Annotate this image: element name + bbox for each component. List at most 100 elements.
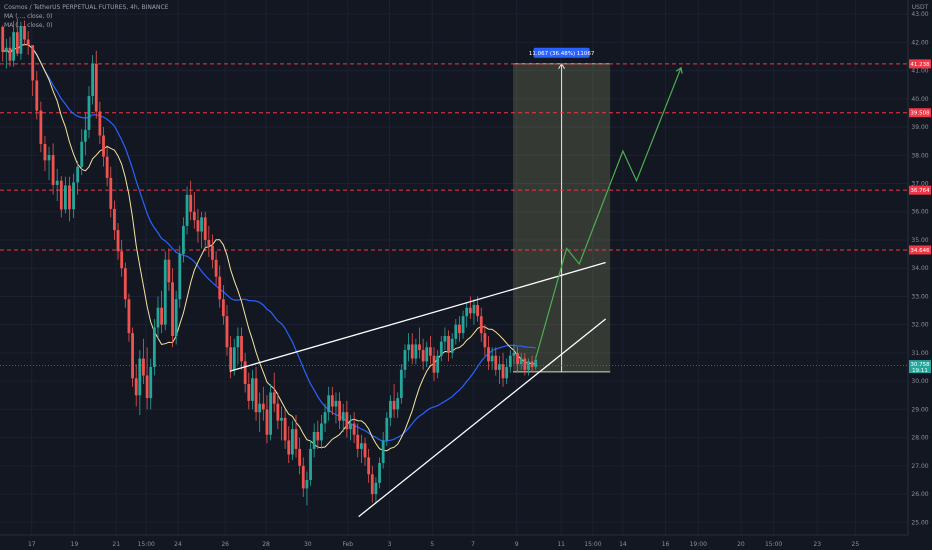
y-tick-label: 39.00 xyxy=(911,124,928,131)
level-price-tag xyxy=(909,245,931,255)
projection-arrow-head xyxy=(675,66,683,74)
candle-body xyxy=(145,375,149,399)
x-tick-label: 15:00 xyxy=(765,541,782,548)
candle-body xyxy=(43,143,47,161)
candle-body xyxy=(269,392,272,435)
level-price-tag xyxy=(909,108,931,118)
candle-body xyxy=(454,324,458,339)
candle-body xyxy=(316,431,320,441)
candle-body xyxy=(72,182,75,210)
candle-body xyxy=(330,395,334,407)
candle-body xyxy=(218,276,222,300)
candle-body xyxy=(465,307,469,317)
ma-slow-line xyxy=(2,44,536,442)
candle-body xyxy=(31,45,35,81)
y-tick-label: 36.00 xyxy=(911,209,928,216)
candle-body xyxy=(428,347,432,356)
x-tick-label: 23 xyxy=(813,541,821,548)
candle-body xyxy=(113,208,116,231)
candle-body xyxy=(392,400,396,410)
y-tick-label: 30.00 xyxy=(911,378,928,385)
y-tick-label: 28.00 xyxy=(911,435,928,442)
candle-body xyxy=(200,217,203,232)
x-tick-label: 14 xyxy=(619,541,627,548)
candle-body xyxy=(276,403,280,421)
candle-body xyxy=(149,367,153,399)
candle-body xyxy=(123,268,127,300)
candle-body xyxy=(87,95,91,130)
candle-body xyxy=(519,358,523,365)
candle-body xyxy=(414,344,418,359)
measure-label: 11.067 (36.48%) 11067 xyxy=(529,51,595,57)
x-tick-label: 15:00 xyxy=(584,541,601,548)
x-tick-label: 11 xyxy=(557,541,565,548)
candle-body xyxy=(160,307,164,325)
candle-body xyxy=(425,347,429,362)
y-tick-label: 35.00 xyxy=(911,237,928,244)
x-tick-label: 19:00 xyxy=(690,541,707,548)
candle-body xyxy=(527,361,530,370)
candle-body xyxy=(265,409,269,435)
candle-body xyxy=(327,395,331,413)
y-tick-label: 42.00 xyxy=(911,39,928,46)
candle-body xyxy=(396,398,400,410)
y-tick-label: 38.00 xyxy=(911,152,928,159)
y-tick-label: 37.00 xyxy=(911,181,928,188)
price-axis-panel xyxy=(908,0,932,550)
candle-body xyxy=(211,245,214,260)
candle-body xyxy=(439,341,443,356)
candle-body xyxy=(23,26,26,40)
level-price-tag xyxy=(909,59,931,69)
candle-body xyxy=(443,335,447,342)
candle-body xyxy=(171,282,174,336)
candle-body xyxy=(483,333,487,348)
candle-body xyxy=(258,403,262,413)
candle-body xyxy=(196,220,200,232)
candle-body xyxy=(182,225,185,255)
candle-body xyxy=(280,417,283,421)
candle-body xyxy=(1,26,5,52)
candle-body xyxy=(516,352,519,365)
candle-body xyxy=(309,448,312,480)
candle-body xyxy=(367,457,371,475)
level-price-label: 41.238 xyxy=(910,62,930,68)
projection-path xyxy=(535,67,682,359)
candle-body xyxy=(494,355,498,370)
y-tick-label: 27.00 xyxy=(911,463,928,470)
y-tick-label: 26.00 xyxy=(911,491,928,498)
time-axis-panel xyxy=(0,535,932,550)
current-price-label: 30.758 xyxy=(910,362,930,368)
candle-body xyxy=(334,400,338,407)
candle-body xyxy=(305,479,309,489)
candle-body xyxy=(232,347,236,370)
current-price-countdown: 19:11 xyxy=(912,368,928,374)
candle-body xyxy=(530,361,534,368)
candle-body xyxy=(490,355,494,362)
candle-body xyxy=(341,412,345,421)
candle-body xyxy=(301,465,305,489)
candle-body xyxy=(363,443,367,458)
candle-body xyxy=(68,185,71,210)
candle-body xyxy=(323,412,327,424)
candle-body xyxy=(94,63,98,112)
candle-body xyxy=(287,440,291,455)
candle-body xyxy=(312,431,316,449)
candle-body xyxy=(450,338,454,353)
y-tick-label: 31.00 xyxy=(911,350,928,357)
x-tick-label: 5 xyxy=(430,541,434,548)
candle-body xyxy=(349,423,352,430)
candle-body xyxy=(468,307,472,314)
candle-body xyxy=(26,39,30,46)
level-price-label: 34.646 xyxy=(910,248,930,254)
candle-body xyxy=(178,254,182,300)
candle-body xyxy=(214,259,218,277)
y-tick-label: 25.00 xyxy=(911,519,928,526)
candle-body xyxy=(403,350,407,370)
current-price-tag xyxy=(909,360,931,374)
candle-body xyxy=(283,417,287,441)
candle-body xyxy=(243,361,247,384)
x-tick-label: 7 xyxy=(471,541,475,548)
candle-body xyxy=(185,194,189,226)
candle-body xyxy=(505,367,509,379)
